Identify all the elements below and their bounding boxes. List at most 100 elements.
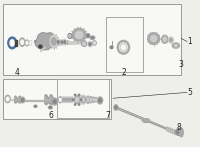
Ellipse shape [76, 97, 79, 102]
Ellipse shape [93, 41, 96, 45]
Ellipse shape [62, 97, 64, 102]
Ellipse shape [69, 97, 72, 102]
Text: 1: 1 [187, 37, 192, 46]
Ellipse shape [34, 105, 37, 107]
Text: 5: 5 [187, 88, 192, 97]
Polygon shape [35, 32, 55, 50]
Ellipse shape [169, 128, 170, 132]
Ellipse shape [99, 99, 101, 102]
Ellipse shape [170, 39, 172, 42]
Ellipse shape [114, 105, 118, 110]
FancyBboxPatch shape [57, 79, 109, 118]
Ellipse shape [180, 128, 183, 137]
Ellipse shape [21, 40, 23, 44]
Ellipse shape [48, 106, 52, 109]
Ellipse shape [87, 98, 89, 102]
Circle shape [90, 36, 95, 39]
FancyBboxPatch shape [3, 4, 181, 75]
Ellipse shape [57, 41, 59, 43]
Ellipse shape [117, 40, 130, 54]
FancyBboxPatch shape [3, 79, 111, 119]
Ellipse shape [167, 127, 168, 131]
Ellipse shape [94, 42, 95, 44]
Ellipse shape [97, 97, 103, 104]
Ellipse shape [110, 46, 113, 49]
Ellipse shape [52, 38, 56, 45]
Ellipse shape [72, 98, 73, 101]
Ellipse shape [163, 37, 166, 41]
Ellipse shape [87, 34, 89, 37]
Ellipse shape [68, 98, 69, 101]
Ellipse shape [88, 42, 92, 47]
Ellipse shape [63, 98, 64, 101]
Ellipse shape [74, 94, 76, 96]
Text: 6: 6 [49, 111, 54, 120]
Ellipse shape [21, 99, 24, 101]
Ellipse shape [30, 42, 31, 44]
Ellipse shape [95, 98, 97, 102]
Ellipse shape [83, 42, 85, 45]
Ellipse shape [8, 37, 17, 49]
Ellipse shape [175, 131, 177, 134]
Ellipse shape [170, 128, 171, 132]
Ellipse shape [120, 44, 127, 51]
Ellipse shape [61, 41, 63, 43]
Ellipse shape [151, 35, 157, 42]
Circle shape [174, 45, 177, 47]
Ellipse shape [29, 41, 32, 45]
Ellipse shape [72, 28, 86, 41]
Text: 2: 2 [121, 67, 126, 77]
Ellipse shape [66, 98, 67, 101]
Ellipse shape [57, 39, 60, 45]
Text: 3: 3 [179, 60, 183, 69]
Ellipse shape [26, 41, 28, 44]
FancyBboxPatch shape [106, 17, 143, 72]
Ellipse shape [176, 131, 179, 134]
Ellipse shape [71, 97, 73, 102]
Ellipse shape [80, 95, 87, 104]
Ellipse shape [80, 99, 82, 100]
Ellipse shape [53, 100, 56, 103]
Ellipse shape [171, 129, 173, 133]
Ellipse shape [52, 98, 57, 105]
Ellipse shape [75, 31, 83, 39]
Ellipse shape [90, 97, 92, 103]
Ellipse shape [20, 38, 25, 46]
Ellipse shape [82, 98, 84, 101]
Ellipse shape [66, 97, 68, 102]
Ellipse shape [64, 41, 65, 43]
Ellipse shape [78, 104, 80, 105]
Ellipse shape [87, 96, 89, 103]
Ellipse shape [10, 40, 14, 46]
Circle shape [172, 43, 179, 48]
Ellipse shape [169, 37, 173, 43]
Ellipse shape [63, 39, 66, 45]
Ellipse shape [174, 130, 176, 134]
Ellipse shape [64, 97, 66, 102]
Ellipse shape [70, 98, 71, 101]
Ellipse shape [35, 106, 36, 107]
Ellipse shape [59, 97, 62, 103]
Ellipse shape [74, 104, 76, 105]
Ellipse shape [39, 45, 42, 48]
Ellipse shape [5, 95, 10, 103]
Ellipse shape [50, 35, 58, 48]
Ellipse shape [69, 35, 71, 37]
Circle shape [91, 37, 93, 38]
Ellipse shape [120, 43, 127, 52]
Ellipse shape [64, 98, 66, 101]
Ellipse shape [175, 129, 180, 135]
Ellipse shape [49, 107, 51, 108]
Ellipse shape [89, 43, 91, 45]
Text: 4: 4 [15, 67, 19, 77]
Ellipse shape [162, 35, 168, 43]
Ellipse shape [93, 98, 94, 101]
Ellipse shape [121, 45, 125, 50]
Text: 7: 7 [106, 111, 110, 120]
Ellipse shape [115, 106, 117, 109]
Ellipse shape [172, 130, 174, 133]
Ellipse shape [90, 98, 92, 101]
Ellipse shape [59, 98, 61, 101]
Ellipse shape [20, 97, 25, 103]
Ellipse shape [72, 99, 74, 100]
